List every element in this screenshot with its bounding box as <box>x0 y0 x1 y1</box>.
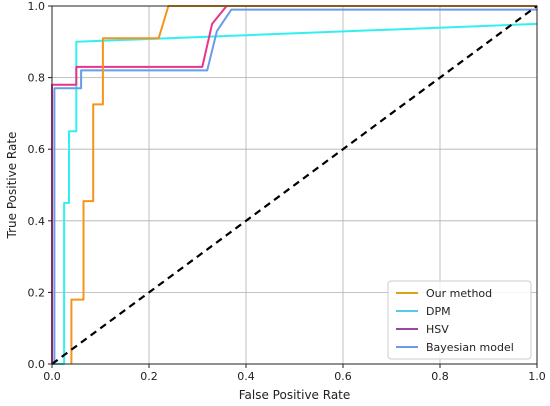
y-tick-label: 0.6 <box>28 143 46 156</box>
x-axis-ticks: 0.0 0.2 0.4 0.6 0.8 1.0 <box>43 364 546 383</box>
series-lines <box>51 5 538 365</box>
y-axis-ticks: 0.0 0.2 0.4 0.6 0.8 1.0 <box>28 0 52 371</box>
series-line-bayesian-model <box>52 8 537 365</box>
legend: Our method DPM HSV Bayesian model <box>387 280 532 360</box>
y-tick-label: 0.4 <box>28 215 46 228</box>
series-line-hsv <box>51 5 537 364</box>
legend-label: HSV <box>426 323 449 336</box>
legend-label: Our method <box>426 287 492 300</box>
legend-label: DPM <box>426 305 451 318</box>
legend-box <box>387 280 532 360</box>
y-tick-label: 0.0 <box>28 358 46 371</box>
plot-frame <box>51 5 538 365</box>
x-tick-label: 0.8 <box>431 370 449 383</box>
x-tick-label: 1.0 <box>528 370 546 383</box>
chance-line <box>51 5 538 365</box>
series-line-our-method <box>70 5 537 364</box>
x-tick-label: 0.4 <box>237 370 255 383</box>
y-tick-label: 0.2 <box>28 286 46 299</box>
x-tick-label: 0.0 <box>43 370 61 383</box>
legend-label: Bayesian model <box>426 341 514 354</box>
x-tick-label: 0.6 <box>334 370 352 383</box>
y-axis-label: True Positive Rate <box>5 132 19 240</box>
series-line-dpm <box>52 22 538 365</box>
grid <box>51 5 538 365</box>
x-tick-label: 0.2 <box>140 370 158 383</box>
y-tick-label: 1.0 <box>28 0 46 13</box>
y-tick-label: 0.8 <box>28 72 46 85</box>
x-axis-label: False Positive Rate <box>239 388 351 402</box>
